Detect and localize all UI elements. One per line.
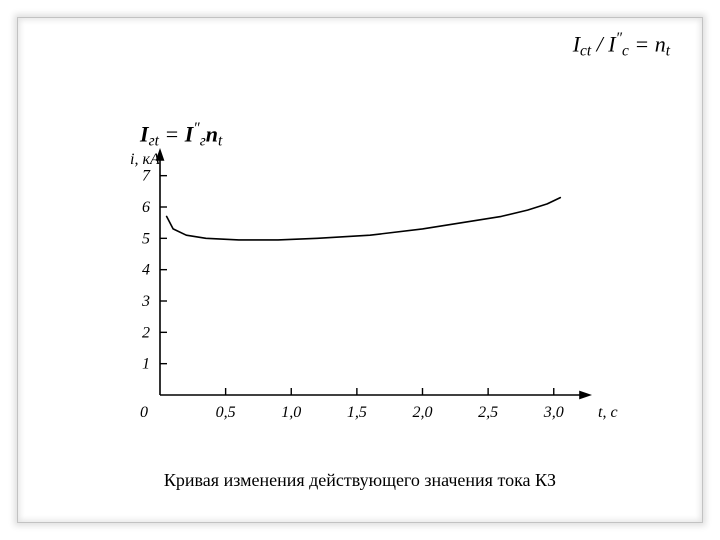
y-tick-label: 5 xyxy=(142,230,150,247)
formula-mid: Iгt = I″гnt xyxy=(140,120,222,150)
x-tick-label: 1,5 xyxy=(347,404,367,421)
x-tick-label: 2,0 xyxy=(413,404,433,421)
y-tick-label: 4 xyxy=(142,262,150,279)
y-tick-label: 7 xyxy=(142,168,151,185)
x-tick-label: 1,0 xyxy=(281,404,301,421)
y-tick-label: 6 xyxy=(142,199,150,216)
formula-top: Ict / I″c = nt xyxy=(573,30,670,60)
chart-caption: Кривая изменения действующего значения т… xyxy=(0,470,720,491)
y-tick-label: 1 xyxy=(142,356,150,373)
current-curve xyxy=(167,198,561,240)
x-tick-label: 2,5 xyxy=(478,404,498,421)
y-tick-label: 3 xyxy=(141,293,150,310)
origin-label: 0 xyxy=(140,404,148,421)
x-tick-label: 3,0 xyxy=(543,404,564,421)
y-tick-label: 2 xyxy=(142,324,150,341)
chart-area: 1 2 3 4 5 6 7 0,5 1,0 1,5 2,0 2,5 3,0 0 i, кA t, с xyxy=(100,150,620,450)
y-axis-label: i, кA xyxy=(130,151,160,168)
chart-svg: 1 2 3 4 5 6 7 0,5 1,0 1,5 2,0 2,5 3,0 0 i, кA t, с xyxy=(100,150,620,450)
x-axis-label: t, с xyxy=(598,404,618,421)
x-tick-label: 0,5 xyxy=(216,404,236,421)
